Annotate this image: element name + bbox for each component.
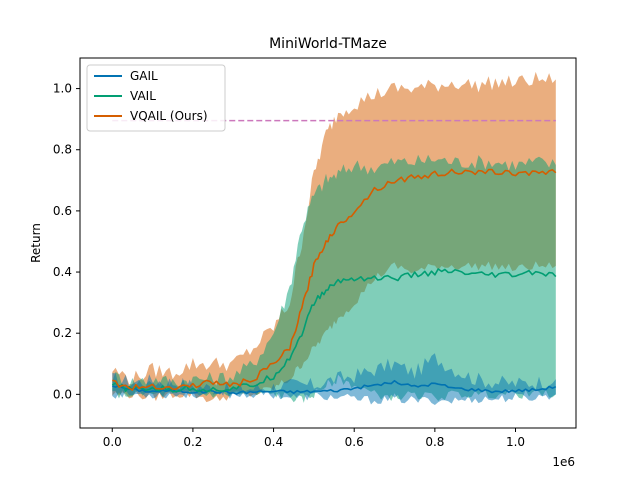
- chart-title: MiniWorld-TMaze: [269, 36, 387, 52]
- x-tick-label: 0.2: [183, 435, 202, 449]
- line-gail: [112, 379, 557, 395]
- legend-label-gail: GAIL: [130, 69, 158, 83]
- y-tick-label: 1.0: [53, 82, 72, 96]
- x-axis: 0.0 0.2 0.4 0.6 0.8 1.0: [103, 428, 525, 449]
- legend-label-vqail: VQAIL (Ours): [130, 109, 208, 123]
- y-tick-label: 0.2: [53, 326, 72, 340]
- x-tick-label: 0.8: [425, 435, 444, 449]
- x-tick-label: 0.4: [264, 435, 283, 449]
- legend: GAIL VAIL VQAIL (Ours): [86, 64, 226, 132]
- legend-box: [86, 64, 226, 132]
- band-gail: [112, 353, 556, 405]
- axes-frame: [79, 57, 577, 429]
- line-vqail: [112, 168, 557, 391]
- x-axis-offset-label: 1e6: [552, 455, 575, 469]
- x-tick-label: 0.6: [345, 435, 364, 449]
- legend-label-vail: VAIL: [130, 89, 156, 103]
- x-tick-label: 1.0: [506, 435, 525, 449]
- x-tick-label: 0.0: [103, 435, 122, 449]
- line-vail: [111, 268, 557, 393]
- y-axis: 0.0 0.2 0.4 0.6 0.8 1.0: [53, 82, 80, 401]
- y-axis-label: Return: [29, 223, 43, 263]
- y-tick-label: 0.6: [53, 204, 72, 218]
- band-vail: [112, 154, 556, 403]
- y-tick-label: 0.4: [53, 265, 72, 279]
- y-tick-label: 0.0: [53, 387, 72, 401]
- y-tick-label: 0.8: [53, 143, 72, 157]
